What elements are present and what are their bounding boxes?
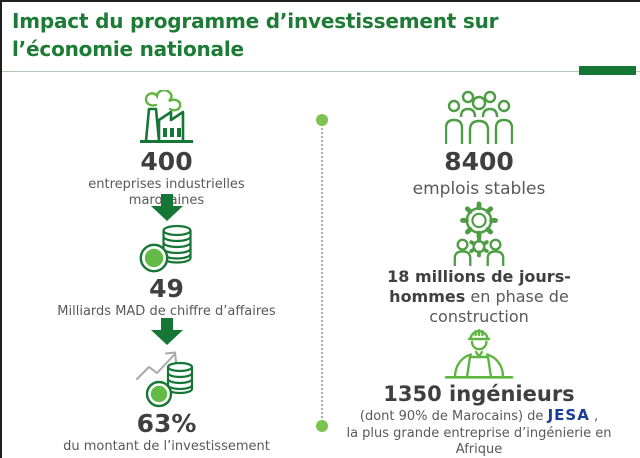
- jesa-logo: JESA: [547, 406, 590, 425]
- title-underline: [2, 71, 640, 72]
- stat-label: 18 millions de jours-hommes en phase de …: [361, 267, 598, 327]
- page-title: Impact du programme d’investissement sur…: [12, 9, 499, 61]
- factory-icon: [135, 88, 199, 146]
- stat-value: 8400: [444, 147, 514, 176]
- arrow-down-icon: [14, 318, 319, 345]
- jesa-line-prefix: (dont 90% de Marocains) de: [359, 409, 548, 425]
- divider-top-dot: [316, 114, 328, 126]
- title-accent-bar: [579, 66, 636, 75]
- stat-label: emplois stables: [412, 178, 546, 199]
- divider-dotted-line: [316, 114, 328, 432]
- stat-label-bold: 18 millions de jours-hommes: [387, 267, 571, 306]
- stat-label-regular: en phase de construction: [429, 287, 569, 326]
- coins-growth-icon: [134, 347, 200, 408]
- stat-entreprises: 400 entreprises industrielles marocaines: [14, 88, 319, 208]
- stat-emplois: 8400 emplois stables: [324, 90, 634, 199]
- stat-value: 1350 ingénieurs: [383, 382, 575, 406]
- people-group-icon: [444, 90, 514, 146]
- jesa-line-suffix: ,: [589, 409, 599, 425]
- divider-line: [321, 128, 323, 418]
- stat-value: 400: [140, 147, 193, 176]
- stat-chiffre-affaires: 49 Milliards MAD de chiffre d’affaires: [14, 223, 319, 320]
- stat-label: du montant de l’investissement: [63, 438, 270, 454]
- stat-value: 49: [149, 274, 184, 303]
- stat-value: 63%: [136, 409, 197, 438]
- stat-investissement: 63% du montant de l’investissement: [14, 347, 319, 455]
- coins-icon: [138, 223, 196, 273]
- stat-ingenieurs: 1350 ingénieurs (dont 90% de Marocains) …: [324, 322, 634, 458]
- arrow-down-icon: [14, 194, 319, 221]
- gears-team-icon: [448, 201, 510, 267]
- stat-jours-hommes: 18 millions de jours-hommes en phase de …: [324, 201, 634, 327]
- engineer-laptop-icon: [443, 322, 515, 380]
- stat-sub-line-2: la plus grande entreprise d’ingénierie e…: [346, 425, 612, 458]
- divider-bottom-dot: [316, 420, 328, 432]
- stat-label: Milliards MAD de chiffre d’affaires: [57, 303, 276, 319]
- stat-sub-line: (dont 90% de Marocains) de JESA ,: [324, 406, 634, 426]
